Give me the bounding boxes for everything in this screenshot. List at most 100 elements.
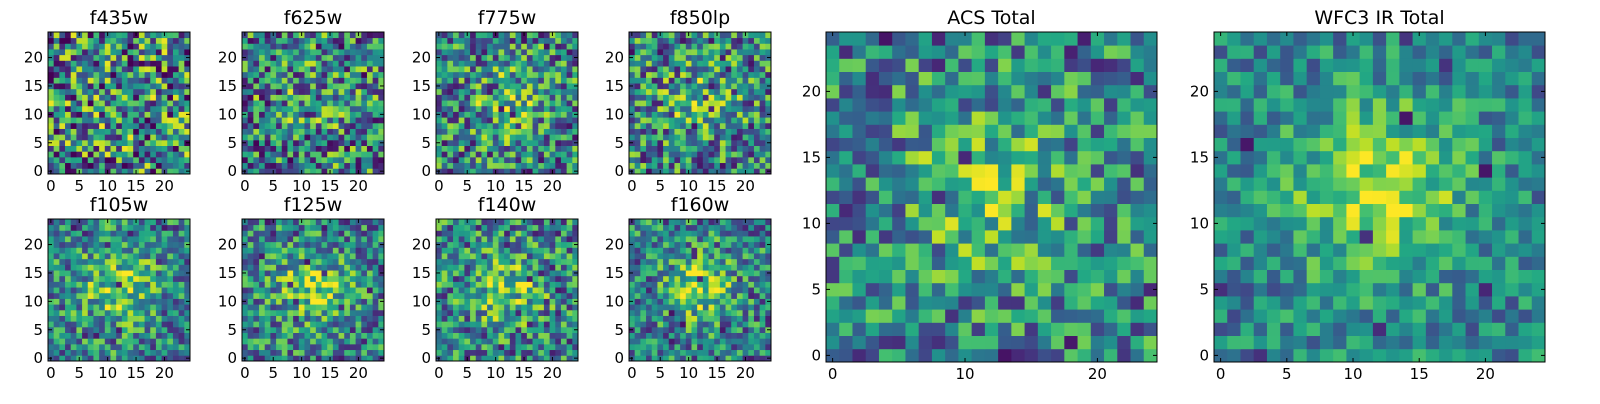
f435w-cell xyxy=(99,123,105,129)
f125w-cell xyxy=(276,236,282,242)
f775w-cell xyxy=(561,129,567,135)
f140w-cell xyxy=(567,293,573,299)
f160w-cell xyxy=(765,287,771,293)
f105w-cell xyxy=(65,310,71,316)
f160w-cell xyxy=(754,304,760,310)
f775w-cell xyxy=(459,60,465,66)
f105w-cell xyxy=(167,236,173,242)
f775w-cell xyxy=(555,112,561,118)
f435w-x-tick-label: 0 xyxy=(46,177,56,195)
f140w-cell xyxy=(493,350,499,356)
f140w-cell xyxy=(544,276,550,282)
f850lp-cell xyxy=(737,146,743,152)
f435w-cell xyxy=(122,140,128,146)
f125w-cell xyxy=(333,281,339,287)
f105w-cell xyxy=(116,350,122,356)
f850lp-cell xyxy=(714,123,720,129)
f125w-cell xyxy=(310,230,316,236)
f625w-cell xyxy=(287,72,293,78)
f160w-cell xyxy=(691,276,697,282)
f775w-cell xyxy=(442,168,448,174)
f105w-cell xyxy=(76,338,82,344)
f625w-cell xyxy=(304,94,310,100)
f140w-cell xyxy=(533,247,539,253)
f125w-cell xyxy=(322,355,328,361)
f625w-cell xyxy=(333,151,339,157)
f850lp-cell xyxy=(640,83,646,89)
f850lp-cell xyxy=(748,38,754,44)
f625w-cell xyxy=(265,77,271,83)
f625w-cell xyxy=(361,38,367,44)
f775w-cell xyxy=(544,112,550,118)
f160w-cell xyxy=(663,327,669,333)
f125w-cell xyxy=(361,321,367,327)
f125w-cell xyxy=(333,276,339,282)
f105w-cell xyxy=(122,225,128,231)
f625w-cell xyxy=(344,83,350,89)
f140w-cell xyxy=(498,316,504,322)
f625w-cell xyxy=(373,77,379,83)
f625w-cell xyxy=(282,32,288,38)
f435w-cell xyxy=(184,89,190,95)
f105w-cell xyxy=(110,338,116,344)
f125w-cell xyxy=(248,344,254,350)
f435w-cell xyxy=(88,38,94,44)
f435w-cell xyxy=(88,66,94,72)
f775w-cell xyxy=(527,100,533,106)
f625w-cell xyxy=(253,100,259,106)
f125w-cell xyxy=(282,230,288,236)
f105w-cell xyxy=(179,230,185,236)
f775w-cell xyxy=(510,77,516,83)
f160w-cell xyxy=(652,316,658,322)
f850lp-cell xyxy=(674,60,680,66)
f775w-x-tick-label: 5 xyxy=(462,177,472,195)
f140w-cell xyxy=(572,310,578,316)
f105w-cell xyxy=(65,299,71,305)
f125w-cell xyxy=(322,344,328,350)
f140w-cell xyxy=(516,242,522,248)
f140w-cell xyxy=(453,344,459,350)
f125w-cell xyxy=(242,304,248,310)
f435w-cell xyxy=(93,77,99,83)
f140w-cell xyxy=(498,259,504,265)
f435w-cell xyxy=(162,123,168,129)
f105w-cell xyxy=(184,219,190,225)
f105w-cell xyxy=(54,242,60,248)
f775w-cell xyxy=(544,83,550,89)
f160w-cell xyxy=(714,338,720,344)
f625w-cell xyxy=(287,38,293,44)
f625w-cell xyxy=(373,123,379,129)
f775w-cell xyxy=(572,129,578,135)
f850lp-cell xyxy=(737,89,743,95)
f105w-cell xyxy=(162,247,168,253)
f775w-cell xyxy=(464,38,470,44)
f105w-cell xyxy=(93,225,99,231)
f435w-cell xyxy=(133,151,139,157)
f435w-cell xyxy=(156,106,162,112)
f125w-cell xyxy=(367,321,373,327)
f140w-cell xyxy=(493,344,499,350)
f625w-cell xyxy=(265,134,271,140)
f625w-cell xyxy=(282,83,288,89)
f435w-cell xyxy=(105,117,111,123)
f160w-cell xyxy=(731,333,737,339)
f850lp-cell xyxy=(697,94,703,100)
f775w-cell xyxy=(567,140,573,146)
f625w-cell xyxy=(367,112,373,118)
f435w-cell xyxy=(59,100,65,106)
f435w-cell xyxy=(99,117,105,123)
f105w-cell xyxy=(167,333,173,339)
f105w-cell xyxy=(99,247,105,253)
f850lp-cell xyxy=(669,83,675,89)
f140w-cell xyxy=(453,281,459,287)
f435w-cell xyxy=(48,94,54,100)
f140w-cell xyxy=(516,287,522,293)
f125w-cell xyxy=(333,225,339,231)
f105w-cell xyxy=(71,338,77,344)
f125w-cell xyxy=(316,344,322,350)
f625w-cell xyxy=(304,100,310,106)
f625w-x-tick-label: 10 xyxy=(292,177,311,195)
f625w-cell xyxy=(316,112,322,118)
f160w-cell xyxy=(760,281,766,287)
